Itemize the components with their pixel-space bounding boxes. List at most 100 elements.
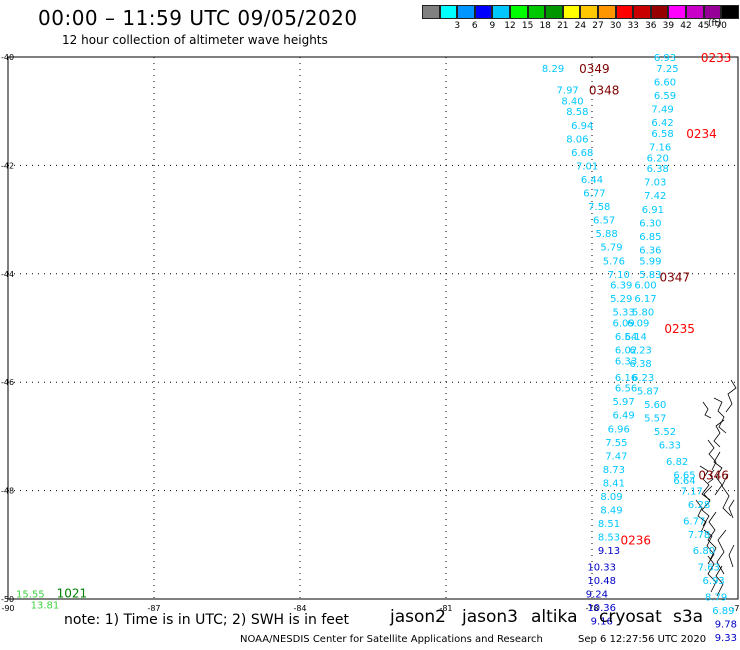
legend-swatch [457,5,475,19]
wave-height-label: 8.79 [705,592,727,603]
wave-height-label: 6.09 [627,319,649,330]
wave-height-label: 5.97 [613,397,635,408]
wave-height-label: 10.36 [587,603,616,614]
coastline [715,565,724,597]
legend-label: 6 [471,21,478,31]
coastline [707,469,715,484]
wave-height-label: 9.33 [715,633,737,644]
wave-height-label: 8.58 [566,107,588,118]
wave-height-label: 6.33 [659,441,681,452]
coastline [707,511,717,561]
wave-height-label: 10.48 [587,576,616,587]
wave-height-label: 6.54 [615,332,637,343]
legend-swatch [527,5,546,19]
color-legend: 3 6 9 12 15 18 21 24 27 30 33 36 39 42 45 70 [422,5,739,31]
coastline [707,555,717,593]
wave-height-label: 6.56 [615,384,637,395]
wave-height-label: 5.87 [637,386,659,397]
wave-height-label: 6.33 [615,357,637,368]
time-label: 0346 [698,468,729,482]
wave-height-label: 6.23 [632,373,654,384]
wave-height-label: 9.16 [591,617,613,628]
wave-height-label: 7.10 [608,270,630,281]
wave-height-label: 7.16 [649,142,671,153]
x-tick-label: -84 [293,604,306,613]
legend-label: 36 [645,21,657,31]
wave-height-label: 6.57 [593,216,615,227]
wave-height-label: 5.76 [603,256,625,267]
sat-jason3: jason3 [462,607,518,627]
legend-label: 45 [697,21,710,31]
wave-height-label: 6.17 [634,294,656,305]
legend-label: 12 [504,21,516,31]
legend-swatch [439,5,458,19]
wave-height-label: 7.97 [557,86,579,97]
wave-height-label: 6.93 [703,576,725,587]
coastline [702,401,712,419]
wave-height-label: 5.99 [639,256,661,267]
legend-swatch [422,5,440,19]
coastline [721,473,732,517]
wave-height-label: 6.49 [613,411,635,422]
x-tick-label: -78 [585,604,598,613]
coastline [699,465,711,501]
sat-s3a: s3a [673,607,704,627]
map-frame [7,56,739,600]
y-tick-label: -42 [1,161,14,170]
wave-height-label: 5.79 [600,243,622,254]
wave-height-label: 7.47 [605,451,627,462]
page-subtitle: 12 hour collection of altimeter wave hei… [62,33,328,47]
wave-height-label: 5.83 [639,270,661,281]
wave-height-label: 7.01 [576,161,598,172]
wave-height-label: 6.28 [688,500,710,511]
legend-label: 30 [609,21,622,31]
green-label: 13.81 [31,600,60,611]
wave-height-label: 5.88 [595,229,617,240]
wave-height-label: 7.03 [644,178,666,189]
wave-height-label: 6.77 [583,189,605,200]
legend-label: 33 [627,21,639,31]
time-label: 0236 [621,533,652,547]
wave-height-label: 6.20 [647,153,669,164]
wave-height-label: 6.02 [615,346,637,357]
coastline [703,529,715,565]
wave-height-label: 5.60 [644,400,666,411]
legend-label: 42 [680,21,692,31]
time-label: 0234 [686,127,717,141]
wave-height-label: 8.40 [561,96,583,107]
coastline [713,397,727,434]
time-label: 0233 [701,51,732,65]
wave-height-label: 8.49 [600,506,622,517]
legend-swatch [685,5,704,19]
legend-label: 24 [574,21,587,31]
sat-cryosat: cryosat [599,607,662,627]
x-tick-label: -75 [731,604,740,613]
coastline [713,451,723,496]
wave-height-label: 5.33 [613,308,635,319]
legend-unit: (ft) [708,19,722,29]
legend-swatch [474,5,493,19]
coastline [725,379,737,413]
y-tick-label: -48 [1,487,14,496]
wave-height-label: 6.93 [654,53,676,64]
legend-swatch [597,5,616,19]
wave-height-label: 8.41 [603,478,625,489]
wave-height-label: 7.25 [656,64,678,75]
y-tick-label: -46 [1,378,14,387]
wave-height-label: 6.64 [673,476,695,487]
wave-height-label: 8.09 [600,492,622,503]
legend-swatch [492,5,510,19]
wave-height-label: 7.63 [698,562,720,573]
footer-credit: NOAA/NESDIS Center for Satellite Applica… [240,634,543,645]
wave-height-label: 6.59 [654,91,676,102]
wave-height-label: 6.00 [634,281,656,292]
wave-height-label: 6.23 [630,346,652,357]
wave-height-label: 10.33 [587,562,616,573]
legend-label: 18 [539,21,551,31]
x-tick-label: -81 [439,604,452,613]
wave-height-label: 7.42 [644,191,666,202]
wave-height-label: 8.73 [603,465,625,476]
x-tick-label: -87 [147,604,160,613]
wave-height-label: 7.17 [681,487,703,498]
legend-swatches [422,5,739,19]
